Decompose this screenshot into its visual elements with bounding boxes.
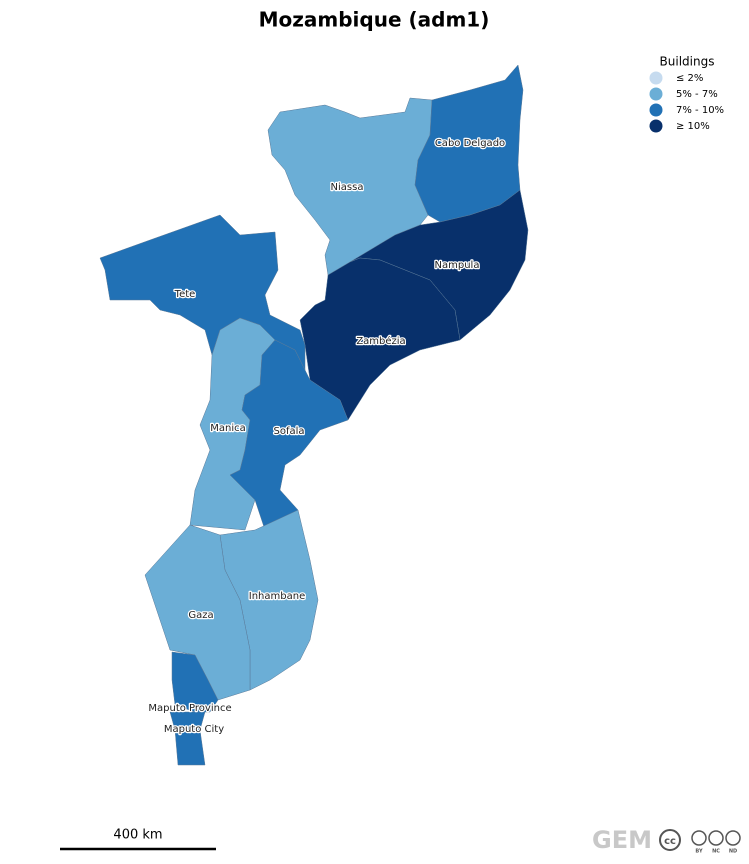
- region-label: Maputo Province: [148, 703, 231, 714]
- region-label: Maputo City: [164, 724, 224, 735]
- legend-title: Buildings: [660, 55, 715, 69]
- region-label: Niassa: [331, 182, 364, 193]
- badge-icon: [725, 830, 741, 846]
- region-label: Cabo Delgado: [435, 138, 505, 149]
- logo: GEM: [592, 826, 652, 854]
- cc-icon-text: cc: [664, 836, 676, 847]
- legend-label: ≥ 10%: [676, 121, 710, 132]
- license-badges: BY NC ND: [691, 830, 741, 855]
- region: [171, 651, 219, 713]
- badge-label: NC: [712, 849, 720, 855]
- region-label: Sofala: [273, 426, 304, 437]
- region-label: Gaza: [188, 610, 213, 621]
- region-label: Manica: [210, 423, 246, 434]
- badge-icon: [691, 830, 707, 846]
- region-labels: Niassa Cabo Delgado Nampula Zambézia Tete Man…: [147, 137, 506, 737]
- region-label: Nampula: [435, 260, 480, 271]
- map-title: Mozambique (adm1): [259, 8, 490, 32]
- cc-icon: [659, 829, 681, 851]
- badge-icon: [708, 830, 724, 846]
- legend-label: 7% - 10%: [676, 105, 724, 116]
- legend-label: ≤ 2%: [676, 73, 703, 84]
- legend-swatch: [649, 119, 663, 133]
- region-label: Inhambane: [249, 591, 305, 602]
- region-label: Tete: [174, 289, 196, 300]
- regions: [99, 64, 529, 766]
- region: [299, 257, 461, 421]
- legend-swatch: [649, 103, 663, 117]
- legend: ≤ 2% 5% - 7% 7% - 10% ≥ 10%: [649, 71, 724, 133]
- legend-swatch: [649, 87, 663, 101]
- region-label: Zambézia: [356, 335, 405, 347]
- badge-label: BY: [695, 849, 703, 855]
- badge-label: ND: [729, 849, 737, 855]
- region: [169, 711, 206, 766]
- region: [267, 97, 433, 276]
- legend-label: 5% - 7%: [676, 89, 718, 100]
- legend-swatch: [649, 71, 663, 85]
- scale-label: 400 km: [113, 828, 162, 843]
